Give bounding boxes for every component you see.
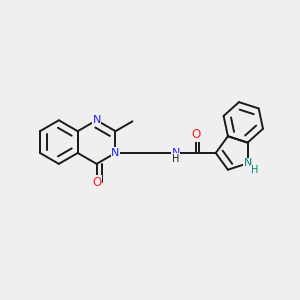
Text: H: H bbox=[172, 154, 179, 164]
Text: N: N bbox=[111, 148, 120, 158]
Text: H: H bbox=[251, 165, 258, 175]
Text: O: O bbox=[191, 128, 200, 141]
Text: N: N bbox=[92, 115, 101, 125]
Text: O: O bbox=[92, 176, 101, 189]
Text: N: N bbox=[172, 148, 180, 158]
Text: N: N bbox=[243, 158, 252, 168]
